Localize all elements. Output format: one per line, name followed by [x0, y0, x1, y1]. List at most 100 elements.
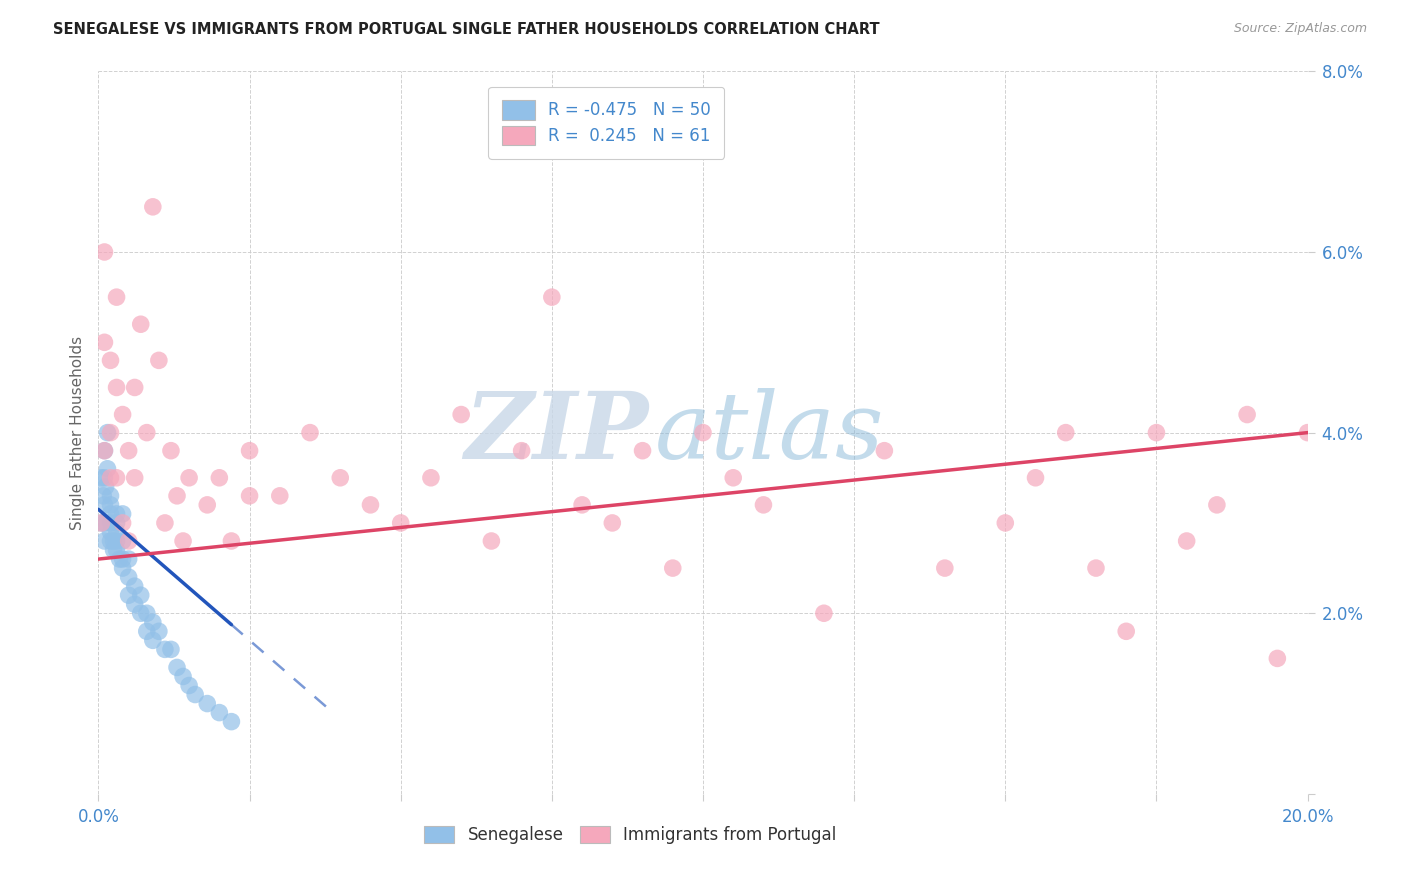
Point [91, 489, 114, 503]
Point [111, 408, 134, 422]
Point [661, 561, 683, 575]
Point [172, 669, 194, 683]
Point [118, 533, 141, 548]
Point [571, 498, 593, 512]
Point [179, 471, 201, 485]
Legend: Senegalese, Immigrants from Portugal: Senegalese, Immigrants from Portugal [418, 819, 844, 851]
Point [93, 244, 115, 259]
Point [90, 471, 112, 485]
Point [94, 480, 117, 494]
Point [105, 533, 128, 548]
Point [142, 633, 165, 648]
Point [153, 516, 176, 530]
Point [631, 443, 654, 458]
Point [100, 489, 122, 503]
Point [135, 425, 157, 440]
Point [135, 607, 157, 621]
Point [195, 697, 218, 711]
Point [221, 714, 243, 729]
Point [124, 380, 146, 394]
Text: ZIP: ZIP [464, 388, 648, 477]
Point [873, 443, 896, 458]
Point [129, 318, 152, 332]
Point [103, 543, 125, 558]
Point [105, 524, 128, 539]
Point [124, 471, 146, 485]
Point [105, 290, 128, 304]
Point [142, 200, 165, 214]
Point [96, 462, 118, 476]
Point [269, 489, 291, 503]
Point [105, 516, 128, 530]
Point [129, 588, 152, 602]
Point [148, 624, 170, 639]
Point [179, 678, 201, 692]
Point [1144, 425, 1167, 440]
Point [118, 552, 141, 566]
Point [124, 579, 146, 593]
Point [118, 443, 141, 458]
Point [752, 498, 775, 512]
Point [160, 642, 183, 657]
Point [100, 471, 122, 485]
Point [129, 607, 152, 621]
Point [1085, 561, 1108, 575]
Point [540, 290, 562, 304]
Point [172, 533, 194, 548]
Point [105, 471, 128, 485]
Point [148, 353, 170, 368]
Point [221, 533, 243, 548]
Point [93, 516, 115, 530]
Point [934, 561, 956, 575]
Point [100, 507, 122, 521]
Point [111, 533, 134, 548]
Point [105, 507, 128, 521]
Point [90, 516, 112, 530]
Point [1054, 425, 1077, 440]
Point [329, 471, 352, 485]
Point [100, 425, 122, 440]
Point [118, 588, 141, 602]
Point [142, 615, 165, 630]
Point [239, 443, 262, 458]
Point [813, 607, 835, 621]
Point [692, 425, 714, 440]
Point [1115, 624, 1137, 639]
Point [160, 443, 183, 458]
Point [153, 642, 176, 657]
Point [111, 561, 134, 575]
Text: atlas: atlas [655, 388, 884, 477]
Point [1296, 425, 1319, 440]
Point [108, 552, 131, 566]
Point [100, 524, 122, 539]
Point [100, 498, 122, 512]
Point [96, 425, 118, 440]
Point [118, 570, 141, 584]
Point [124, 597, 146, 611]
Point [208, 706, 231, 720]
Point [1175, 533, 1198, 548]
Text: SENEGALESE VS IMMIGRANTS FROM PORTUGAL SINGLE FATHER HOUSEHOLDS CORRELATION CHAR: SENEGALESE VS IMMIGRANTS FROM PORTUGAL S… [53, 22, 880, 37]
Point [93, 335, 115, 350]
Point [105, 543, 128, 558]
Point [135, 624, 157, 639]
Point [93, 533, 115, 548]
Point [111, 507, 134, 521]
Point [103, 533, 125, 548]
Point [510, 443, 533, 458]
Point [93, 443, 115, 458]
Point [481, 533, 503, 548]
Point [100, 353, 122, 368]
Point [166, 489, 188, 503]
Point [360, 498, 382, 512]
Y-axis label: Single Father Households: Single Father Households [69, 335, 84, 530]
Point [100, 533, 122, 548]
Point [105, 380, 128, 394]
Point [389, 516, 412, 530]
Point [93, 498, 115, 512]
Point [723, 471, 745, 485]
Point [184, 688, 207, 702]
Point [1206, 498, 1229, 512]
Point [111, 516, 134, 530]
Point [420, 471, 443, 485]
